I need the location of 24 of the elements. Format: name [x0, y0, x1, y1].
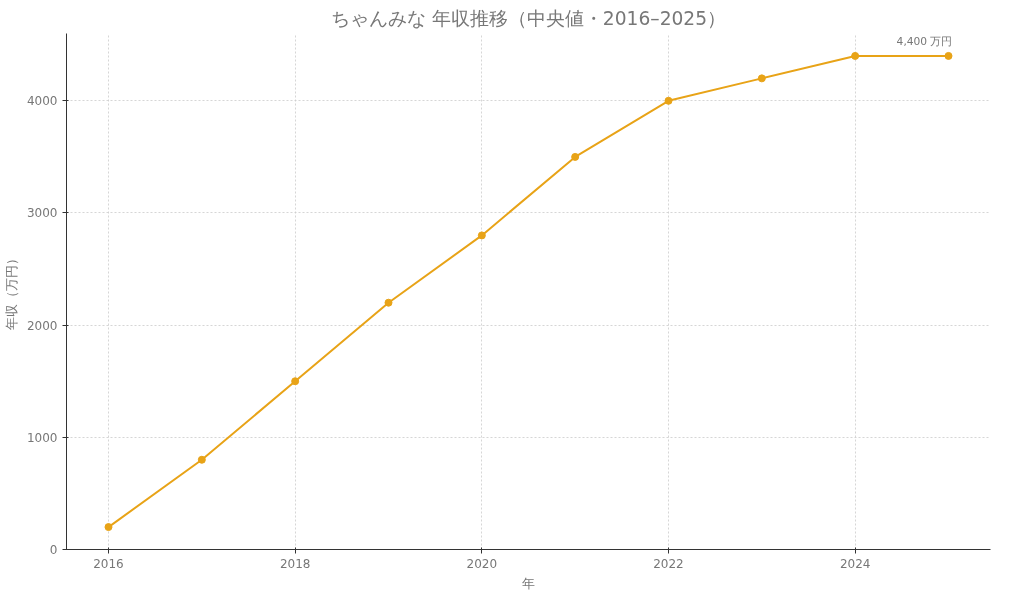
point: [944, 51, 953, 60]
point: [664, 96, 673, 105]
y-tick-label: 4000: [26, 94, 58, 109]
point: [571, 152, 580, 161]
y-axis-title: 年収（万円）: [3, 252, 19, 331]
point: [197, 455, 206, 464]
x-tick-label: 2022: [653, 556, 684, 571]
y-tick-label: 2000: [26, 318, 58, 333]
x-tick-label: 2020: [466, 556, 498, 571]
x-tick-label: 2016: [93, 556, 124, 571]
point: [477, 231, 486, 240]
point: [291, 377, 300, 386]
annotation: 4,400 万円: [896, 34, 953, 48]
x-tick-label: 2018: [279, 556, 311, 571]
point: [104, 523, 113, 532]
y-tick-label: 3000: [26, 206, 58, 221]
x-axis-title: 年: [522, 575, 535, 591]
chart-title: ちゃんみな 年収推移（中央値・2016–2025）: [330, 7, 727, 29]
point: [851, 51, 860, 60]
x-tick-label: 2024: [839, 556, 871, 571]
y-tick-label: 1000: [26, 430, 58, 445]
point: [384, 298, 393, 307]
point: [757, 74, 766, 83]
y-tick-label: 0: [49, 543, 58, 557]
